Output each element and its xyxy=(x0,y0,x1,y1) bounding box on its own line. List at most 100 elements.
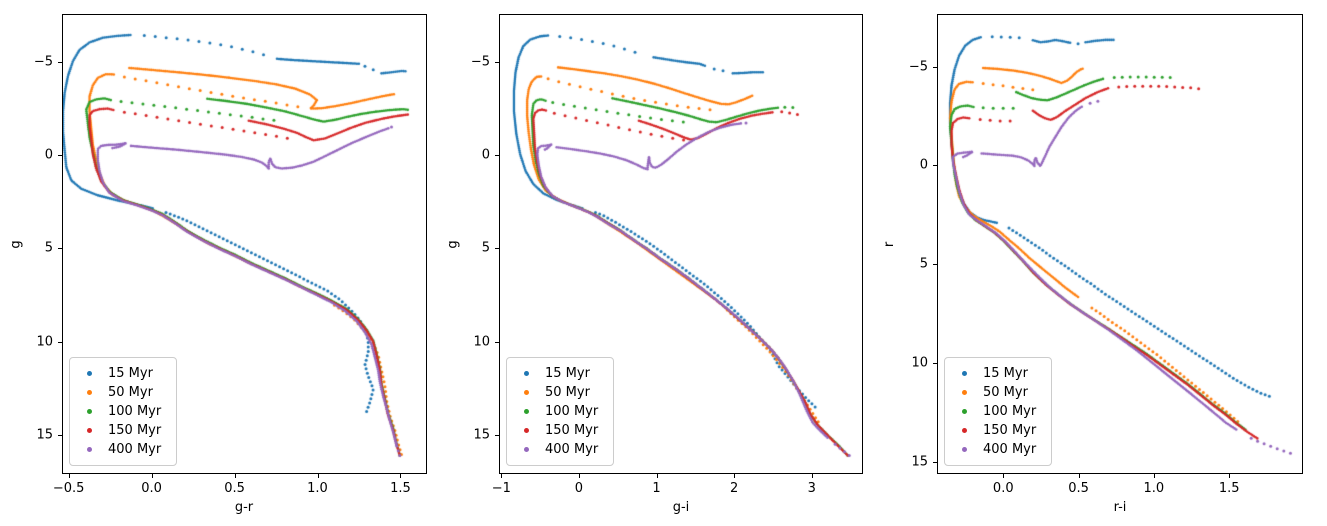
legend-item: 400 Myr xyxy=(945,440,1051,459)
legend-item: 50 Myr xyxy=(945,383,1051,402)
y-tick-label: 10 xyxy=(36,334,53,350)
x-tick-mark xyxy=(151,474,153,478)
legend-box: 15 Myr 50 Myr 100 Myr 150 Myr 400 Myr xyxy=(944,357,1052,466)
legend-label: 100 Myr xyxy=(108,404,162,419)
subplot-r-vs-ri: 15 Myr 50 Myr 100 Myr 150 Myr 400 Myr xyxy=(937,14,1304,475)
y-tick-label: −5 xyxy=(908,59,928,75)
x-tick-mark xyxy=(1078,474,1080,478)
legend-marker-dot-icon xyxy=(962,390,967,395)
x-tick-mark xyxy=(578,474,580,478)
legend-item: 100 Myr xyxy=(945,402,1051,421)
y-tick-label: −5 xyxy=(470,54,490,70)
x-tick-mark xyxy=(1153,474,1155,478)
x-tick-label: 0 xyxy=(574,481,584,496)
legend-label: 50 Myr xyxy=(108,385,153,400)
x-tick-mark xyxy=(234,474,236,478)
legend-item: 150 Myr xyxy=(70,421,176,440)
legend-marker-dot-icon xyxy=(524,447,529,452)
y-tick-mark xyxy=(495,248,499,250)
subplot-g-vs-gi: 15 Myr 50 Myr 100 Myr 150 Myr 400 Myr xyxy=(499,14,864,475)
x-tick-label: 1.0 xyxy=(1143,481,1165,496)
legend-item: 400 Myr xyxy=(507,440,613,459)
y-tick-label: 15 xyxy=(911,454,928,470)
legend-label: 100 Myr xyxy=(545,404,599,419)
y-tick-label: −5 xyxy=(33,54,53,70)
y-tick-mark xyxy=(933,66,937,68)
legend-label: 400 Myr xyxy=(108,442,162,457)
y-tick-label: 5 xyxy=(44,240,53,256)
x-tick-mark xyxy=(317,474,319,478)
y-tick-label: 0 xyxy=(919,157,928,173)
legend-item: 50 Myr xyxy=(507,383,613,402)
legend-item: 15 Myr xyxy=(70,364,176,383)
legend-item: 150 Myr xyxy=(945,421,1051,440)
legend-label: 400 Myr xyxy=(983,442,1037,457)
legend-item: 150 Myr xyxy=(507,421,613,440)
legend-marker-dot-icon xyxy=(87,371,92,376)
y-tick-label: 15 xyxy=(473,427,490,443)
legend-label: 15 Myr xyxy=(545,366,590,381)
y-tick-mark xyxy=(933,264,937,266)
x-tick-label: 0.0 xyxy=(141,481,162,496)
legend-marker-dot-icon xyxy=(87,409,92,414)
legend-marker-dot-icon xyxy=(87,390,92,395)
y-tick-mark xyxy=(495,155,499,157)
y-tick-label: 5 xyxy=(481,240,490,256)
y-tick-mark xyxy=(933,165,937,167)
x-tick-label: −0.5 xyxy=(52,481,85,496)
x-axis-label-ri: r-i xyxy=(1113,500,1127,515)
y-tick-mark xyxy=(495,341,499,343)
y-tick-mark xyxy=(495,61,499,63)
legend-marker-dot-icon xyxy=(524,390,529,395)
x-axis-label-gr: g-r xyxy=(234,500,254,515)
y-tick-label: 5 xyxy=(919,256,928,272)
legend-item: 400 Myr xyxy=(70,440,176,459)
y-axis-label-r: r xyxy=(882,241,898,248)
legend-marker-dot-icon xyxy=(962,447,967,452)
y-tick-mark xyxy=(58,341,62,343)
legend-label: 15 Myr xyxy=(108,366,153,381)
x-tick-mark xyxy=(400,474,402,478)
x-tick-label: 1.5 xyxy=(390,481,411,496)
legend-label: 15 Myr xyxy=(983,366,1028,381)
x-tick-mark xyxy=(501,474,503,478)
x-tick-label: 0.0 xyxy=(992,481,1014,496)
x-tick-mark xyxy=(656,474,658,478)
legend-marker-dot-icon xyxy=(524,409,529,414)
x-tick-label: 0.5 xyxy=(224,481,245,496)
legend-marker-dot-icon xyxy=(87,428,92,433)
x-tick-label: −1 xyxy=(491,481,511,496)
y-tick-label: 10 xyxy=(911,355,928,371)
y-tick-mark xyxy=(58,434,62,436)
x-tick-mark xyxy=(1003,474,1005,478)
y-tick-label: 10 xyxy=(473,334,490,350)
y-axis-label-g-mid: g xyxy=(445,240,461,249)
x-tick-label: 1.0 xyxy=(307,481,328,496)
subplot-g-vs-gr: 15 Myr 50 Myr 100 Myr 150 Myr 400 Myr xyxy=(62,14,428,475)
x-tick-label: 2 xyxy=(730,481,739,496)
legend-label: 50 Myr xyxy=(983,385,1028,400)
legend-marker-dot-icon xyxy=(87,447,92,452)
legend-box: 15 Myr 50 Myr 100 Myr 150 Myr 400 Myr xyxy=(69,357,177,466)
legend-marker-dot-icon xyxy=(524,428,529,433)
y-tick-mark xyxy=(933,462,937,464)
x-tick-label: 3 xyxy=(807,481,816,496)
legend-label: 150 Myr xyxy=(983,423,1037,438)
x-tick-mark xyxy=(1229,474,1231,478)
x-tick-mark xyxy=(734,474,736,478)
y-tick-label: 0 xyxy=(481,147,490,163)
legend-label: 100 Myr xyxy=(983,404,1037,419)
x-tick-label: 1 xyxy=(652,481,661,496)
x-tick-label: 0.5 xyxy=(1068,481,1089,496)
y-tick-mark xyxy=(495,434,499,436)
y-tick-mark xyxy=(58,248,62,250)
legend-label: 50 Myr xyxy=(545,385,590,400)
y-tick-mark xyxy=(58,61,62,63)
legend-item: 15 Myr xyxy=(945,364,1051,383)
x-tick-mark xyxy=(68,474,70,478)
x-tick-mark xyxy=(811,474,813,478)
y-tick-mark xyxy=(933,363,937,365)
legend-box: 15 Myr 50 Myr 100 Myr 150 Myr 400 Myr xyxy=(506,357,614,466)
legend-item: 50 Myr xyxy=(70,383,176,402)
